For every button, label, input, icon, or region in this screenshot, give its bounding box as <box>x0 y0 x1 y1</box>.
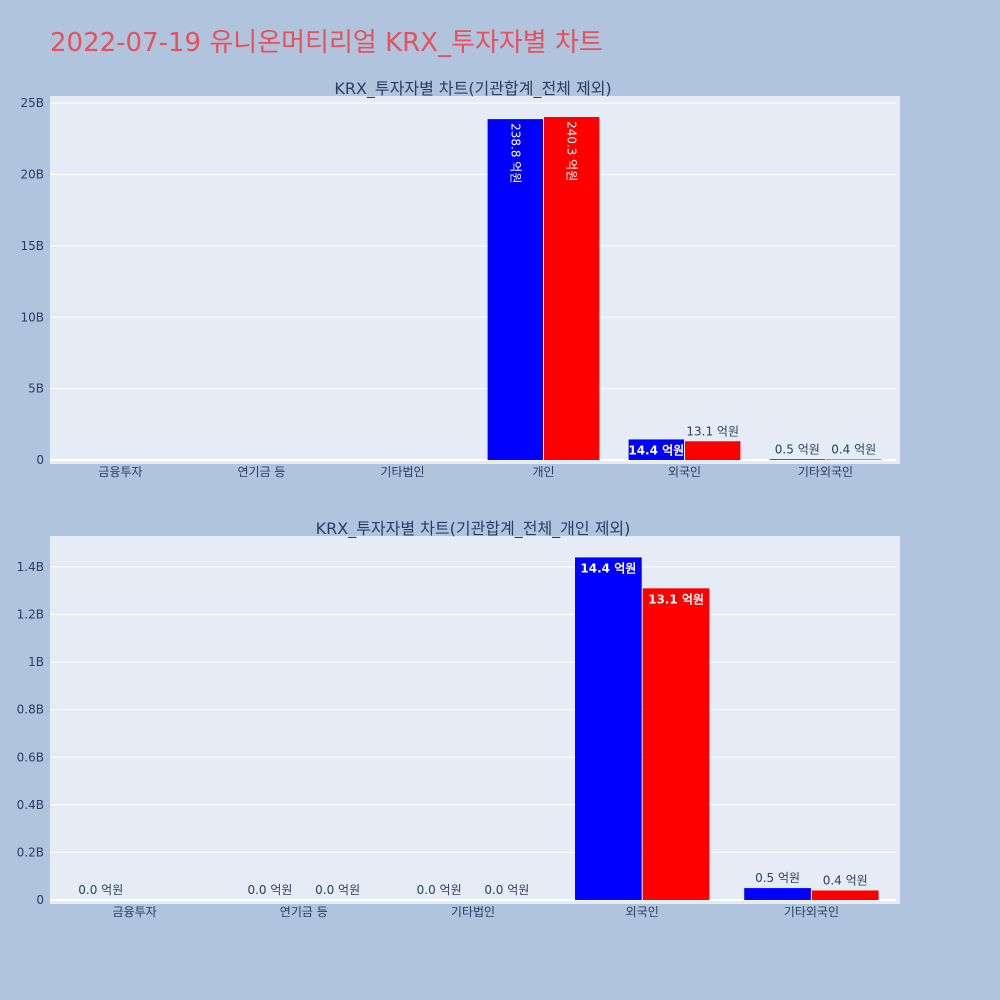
plot-area <box>50 96 900 464</box>
data-label: 0.0 억원 <box>484 883 529 897</box>
bar <box>811 890 879 900</box>
plot-area <box>50 536 900 904</box>
y-tick-label: 1.4B <box>17 560 44 574</box>
x-tick-label: 연기금 등 <box>280 905 328 919</box>
x-tick-label: 기타법인 <box>451 905 495 919</box>
chart-1: 0 5B 10B 15B 20B 25B KRX_투자자별 차트(기관합계_전체 제외) 금융… <box>20 79 900 479</box>
x-tick-label: 기타법인 <box>380 465 424 479</box>
data-label: 240.3 억원 <box>565 121 579 181</box>
y-tick-label: 1.2B <box>17 608 44 622</box>
chart-title: KRX_투자자별 차트(기관합계_전체_개인 제외) <box>316 519 631 539</box>
bar <box>769 459 825 460</box>
data-label: 0.0 억원 <box>417 883 462 897</box>
x-tick-label: 개인 <box>532 465 554 479</box>
bar <box>642 588 710 900</box>
y-tick-label: 0.8B <box>17 703 44 717</box>
data-label: 0.0 억원 <box>78 883 123 897</box>
x-tick-label: 금융투자 <box>113 905 157 919</box>
x-tick-label: 외국인 <box>626 905 659 919</box>
x-tick-label: 연기금 등 <box>238 465 286 479</box>
y-tick-label: 1B <box>28 655 44 669</box>
y-tick-label: 20B <box>20 168 44 182</box>
data-label: 0.0 억원 <box>247 883 292 897</box>
data-label: 238.8 억원 <box>508 123 522 183</box>
data-label: 0.0 억원 <box>315 883 360 897</box>
data-label: 14.4 억원 <box>628 443 684 457</box>
data-label: 0.5 억원 <box>775 442 820 456</box>
data-label: 0.5 억원 <box>755 871 800 885</box>
bar <box>628 439 684 460</box>
data-label: 13.1 억원 <box>686 424 739 438</box>
chart-2: 0 0.2B 0.4B 0.6B 0.8B 1B 1.2B 1.4B KRX_투자자별 차트(기… <box>17 519 900 919</box>
y-tick-label: 0.4B <box>17 798 44 812</box>
data-label: 0.4 억원 <box>823 873 868 887</box>
x-tick-label: 외국인 <box>668 465 701 479</box>
y-tick-label: 0.6B <box>17 750 44 764</box>
y-tick-label: 0 <box>36 893 44 907</box>
data-label: 13.1 억원 <box>648 592 704 606</box>
bar <box>685 441 741 460</box>
x-tick-label: 기타외국인 <box>798 465 853 479</box>
data-label: 0.4 억원 <box>831 442 876 456</box>
y-tick-label: 0 <box>36 453 44 467</box>
chart-title: KRX_투자자별 차트(기관합계_전체 제외) <box>334 79 611 99</box>
y-tick-label: 5B <box>28 382 44 396</box>
bar <box>826 459 882 460</box>
bar <box>544 116 600 461</box>
bar <box>744 888 811 900</box>
x-tick-label: 금융투자 <box>98 465 142 479</box>
bar <box>575 557 642 900</box>
y-tick-label: 0.2B <box>17 845 44 859</box>
bar <box>487 119 543 461</box>
x-tick-label: 기타외국인 <box>784 905 839 919</box>
page-title: 2022-07-19 유니온머티리얼 KRX_투자자별 차트 <box>50 28 603 58</box>
data-label: 14.4 억원 <box>580 561 636 575</box>
y-tick-label: 25B <box>20 96 44 110</box>
y-tick-label: 10B <box>20 310 44 324</box>
y-tick-label: 15B <box>20 239 44 253</box>
